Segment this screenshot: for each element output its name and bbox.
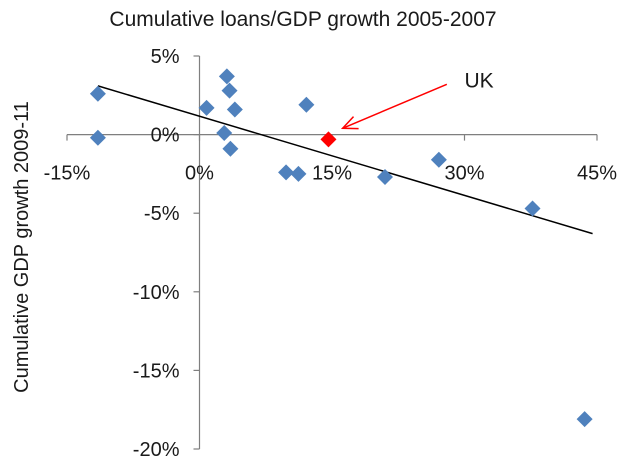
data-points [89, 68, 593, 428]
data-point [222, 140, 239, 157]
data-point [377, 169, 393, 186]
data-point [218, 68, 235, 85]
y-tick-label: -20% [133, 439, 180, 460]
x-tick-label: -15% [44, 163, 91, 185]
data-point [216, 125, 233, 142]
data-point [226, 101, 243, 118]
y-tick-label: 5% [151, 46, 180, 68]
y-tick-label: -5% [144, 203, 180, 225]
data-point [221, 82, 238, 99]
data-point [89, 85, 106, 102]
data-point [524, 200, 541, 217]
y-tick-label: -15% [133, 360, 180, 382]
data-point [278, 164, 295, 181]
uk-arrow-head [340, 116, 359, 130]
x-tick-label: 30% [444, 163, 484, 185]
axes [67, 56, 597, 449]
uk-label: UK [465, 69, 494, 92]
data-point [198, 99, 215, 116]
x-tick-label: 45% [577, 163, 617, 185]
chart-title: Cumulative loans/GDP growth 2005-2007 [109, 8, 496, 31]
x-tick-label: 0% [185, 163, 214, 185]
data-point [430, 151, 447, 168]
x-tick-labels: -15% 0% 15% 30% 45% [44, 163, 618, 185]
uk-arrow-line [342, 83, 448, 130]
y-axis-label: Cumulative GDP growth 2009-11 [11, 101, 33, 393]
y-tick-label: -10% [133, 282, 180, 304]
uk-annotation: UK [340, 69, 494, 130]
data-point [89, 129, 106, 146]
y-tick-labels: 5% 0% -5% -10% -15% -20% [133, 46, 180, 460]
x-tick-label: 15% [312, 163, 352, 185]
trendline [97, 85, 593, 235]
y-tick-marks [193, 55, 200, 450]
data-point [576, 411, 593, 428]
uk-data-point [320, 131, 337, 148]
data-point [290, 165, 307, 182]
y-tick-label: 0% [151, 125, 180, 147]
data-point [298, 96, 315, 113]
